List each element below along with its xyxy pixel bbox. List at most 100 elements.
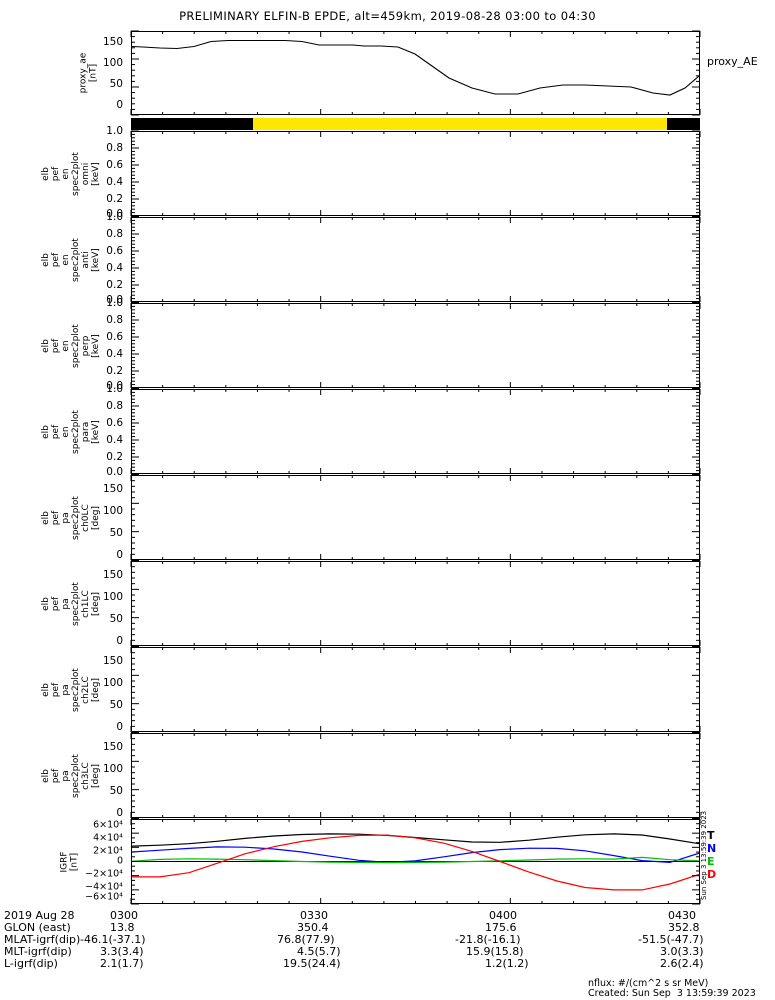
ytick-ch2lc-100: 100 [102,677,123,689]
ytick-anti-0.0: 0.0 [106,294,123,306]
ephemeris-row-label-glon: GLON (east) [4,921,71,934]
ylabel-text-proxy-ae: proxy_ae [nT] [78,52,98,94]
ephemeris-c2-glon: 175.6 [485,921,517,934]
ylabel-text-pef-en-anti: elb pef en spec2plot anti [keV] [40,237,101,282]
panel-pef-pa-ch1lc [131,561,700,646]
panel-pef-en-perp-ylabel: elb pef en spec2plot perp [keV] [28,303,113,388]
panel-igrf [131,819,700,904]
ytick-proxy-ae-0: 0 [116,99,123,111]
ephemeris-row-label-l: L-igrf(dip) [4,957,58,970]
ytick-perp-0.0: 0.0 [106,380,123,392]
ytick-ch3lc-50: 50 [109,785,123,797]
ephemeris-c0-mlt: 3.3(3.4) [100,945,144,958]
panel-status-bar [131,118,700,130]
ytick-omni-0.2: 0.2 [106,193,123,205]
ytick-ch0lc-150: 150 [102,483,123,495]
panel-pef-pa-ch3lc [131,733,700,818]
ylabel-text-pef-pa-ch2lc: elb pef pa spec2plot ch2LC [deg] [40,667,101,712]
ylabel-text-pef-en-perp: elb pef en spec2plot perp [keV] [40,323,101,368]
ephemeris-c0-glon: 13.8 [110,921,135,934]
ytick-ch2lc-50: 50 [109,699,123,711]
ephemeris-c3-glon: 352.8 [668,921,700,934]
ytick-para-0.2: 0.2 [106,451,123,463]
ytick-ch1lc-150: 150 [102,569,123,581]
legend-item-n: N [707,842,717,855]
ephemeris-c1-glon: 350.4 [297,921,329,934]
ytick-para-0.8: 0.8 [106,400,123,412]
ephemeris-c1-l: 19.5(24.4) [283,957,341,970]
ytick-omni-0.6: 0.6 [106,159,123,171]
igrf-legend: T N E D [707,830,716,880]
ytick-proxy-ae-150: 150 [102,36,123,48]
ytick-proxy-ae-50: 50 [109,78,123,90]
ylabel-text-pef-pa-ch1lc: elb pef pa spec2plot ch1LC [deg] [40,581,101,626]
ytick-perp-0.4: 0.4 [106,348,123,360]
status-segment-yellow [253,118,667,130]
ytick-ch1lc-50: 50 [109,613,123,625]
ytick-anti-0.6: 0.6 [106,245,123,257]
ytick-perp-0.2: 0.2 [106,365,123,377]
ytick-perp-0.8: 0.8 [106,314,123,326]
ytick-para-0.6: 0.6 [106,417,123,429]
panel-pef-en-anti [131,217,700,302]
proxy-ae-trace [132,39,699,96]
panel-pef-pa-ch0lc-ylabel: elb pef pa spec2plot ch0LC [deg] [28,475,113,560]
ephemeris-c0-l: 2.1(1.7) [100,957,144,970]
ytick-perp-1.0: 1.0 [106,297,123,309]
ytick-ch0lc-0: 0 [116,549,123,561]
ytick-anti-0.4: 0.4 [106,262,123,274]
ephemeris-c3-l: 2.6(2.4) [660,957,704,970]
panel-pef-en-perp [131,303,700,388]
ephemeris-row-label-date: 2019 Aug 28 [4,909,75,922]
ephemeris-c1-mlat: 76.8(77.9) [277,933,335,946]
ylabel-text-pef-pa-ch0lc: elb pef pa spec2plot ch0LC [deg] [40,495,101,540]
panel-pef-pa-ch2lc-ylabel: elb pef pa spec2plot ch2LC [deg] [28,647,113,732]
ytick-ch2lc-150: 150 [102,655,123,667]
ytick-ch0lc-100: 100 [102,505,123,517]
ytick-igrf-p6e4: 6×10⁴ [93,819,123,831]
panel-pef-en-omni-ylabel: elb pef en spec2plot omni [keV] [28,131,113,216]
ytick-omni-1.0: 1.0 [106,125,123,137]
panel-proxy-ae [131,31,700,115]
panel-pef-pa-ch0lc [131,475,700,560]
ytick-ch3lc-100: 100 [102,763,123,775]
ephemeris-c3-mlt: 3.0(3.3) [660,945,704,958]
ytick-anti-1.0: 1.0 [106,211,123,223]
status-segment-black-start [131,118,254,130]
panel-pef-en-omni [131,131,700,216]
created-timestamp-vertical: Sun Sep 3 13:59:39 2023 [700,810,708,900]
ephemeris-row-label-mlt: MLT-igrf(dip) [4,945,72,958]
ytick-omni-0.0: 0.0 [106,208,123,220]
ytick-ch2lc-0: 0 [116,721,123,733]
ephemeris-c3-mlat: -51.5(-47.7) [638,933,704,946]
ephemeris-c2-mlat: -21.8(-16.1) [455,933,521,946]
ytick-anti-0.2: 0.2 [106,279,123,291]
panel-pef-pa-ch1lc-ylabel: elb pef pa spec2plot ch1LC [deg] [28,561,113,646]
ytick-ch0lc-50: 50 [109,527,123,539]
ylabel-text-pef-en-omni: elb pef en spec2plot omni [keV] [40,151,101,196]
ytick-omni-0.4: 0.4 [106,176,123,188]
ylabel-text-igrf: IGRF [nT] [60,850,80,873]
xtick-label-0300: 0300 [110,909,138,922]
ytick-para-1.0: 1.0 [106,383,123,395]
ytick-igrf-m2e4: −2×10⁴ [85,868,123,880]
igrf-traces [132,833,699,891]
panel-igrf-ylabel: IGRF [nT] [50,819,90,904]
ylabel-text-pef-en-para: elb pef en spec2plot para [keV] [40,409,101,454]
ytick-para-0.4: 0.4 [106,434,123,446]
status-segment-black-end [666,118,700,130]
ytick-ch1lc-100: 100 [102,591,123,603]
ephemeris-c2-mlt: 15.9(15.8) [466,945,524,958]
proxy-ae-series-label: proxy_AE [707,55,758,68]
ytick-igrf-m6e4: −6×10⁴ [85,891,123,903]
footer-nflux-units: nflux: #/(cm^2 s sr MeV) [588,978,709,989]
ytick-igrf-0: 0 [116,855,123,867]
legend-item-t: T [707,829,715,842]
ytick-ch3lc-0: 0 [116,807,123,819]
ytick-para-0.0: 0.0 [106,466,123,478]
legend-item-e: E [707,855,715,868]
ytick-proxy-ae-100: 100 [102,57,123,69]
xtick-label-0330: 0330 [300,909,328,922]
ylabel-text-pef-pa-ch3lc: elb pef pa spec2plot ch3LC [deg] [40,753,101,798]
